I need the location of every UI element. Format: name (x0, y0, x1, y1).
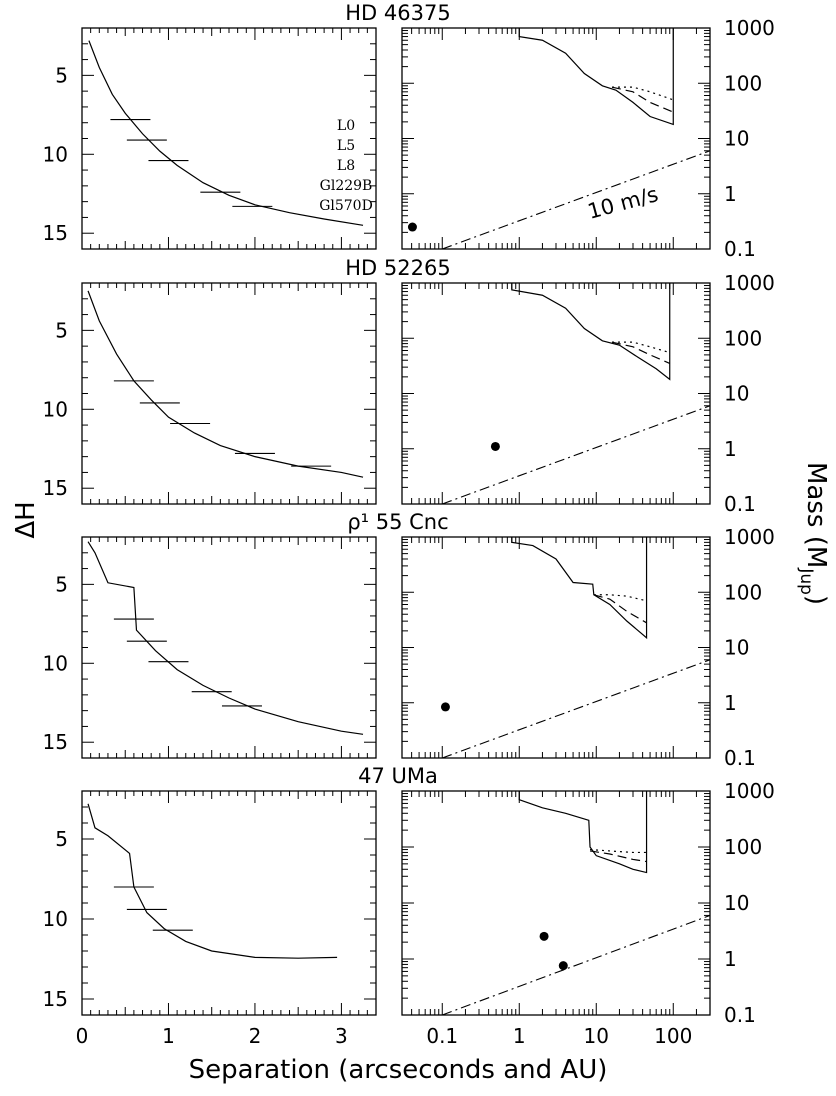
right-panel-frame-1 (401, 27, 711, 250)
right-y-tick-label: 1 (724, 691, 737, 715)
left-y-tick-label: 15 (43, 987, 68, 1011)
left-panel-frame-4 (81, 790, 377, 1016)
panel-title-3: ρ¹ 55 Cnc (347, 510, 448, 534)
right-y-tick-label: 100 (724, 835, 762, 859)
left-panel-frame-1 (81, 27, 377, 250)
right-panel-frame-4 (401, 790, 711, 1016)
mass-label-subscript: Jup (796, 567, 816, 595)
mass-limit-dashed-4 (589, 850, 647, 863)
contrast-curve-1 (88, 40, 364, 226)
spectral-type-label-gl229b: Gl229B (320, 178, 373, 194)
right-y-tick-label: 1 (724, 947, 737, 971)
left-x-tick-label: 2 (249, 1024, 262, 1048)
right-y-tick-label: 10 (724, 127, 749, 151)
spectral-type-label-gl570d: Gl570D (319, 198, 373, 214)
y-axis-label-mass: Mass (MJup) (796, 462, 831, 605)
mass-limit-solid-2 (511, 283, 671, 381)
right-y-tick-label: 0.1 (724, 746, 756, 770)
mass-limit-dashed-2 (611, 341, 670, 364)
right-y-tick-label: 1000 (724, 779, 775, 803)
left-y-tick-label: 10 (43, 142, 68, 166)
right-y-tick-label: 10 (724, 382, 749, 406)
left-y-tick-label: 15 (43, 221, 68, 245)
right-y-tick-label: 0.1 (724, 492, 756, 516)
right-y-tick-label: 100 (724, 71, 762, 95)
mass-limit-dashed-1 (611, 86, 674, 113)
left-x-tick-label: 1 (162, 1024, 175, 1048)
left-y-tick-label: 15 (43, 476, 68, 500)
right-y-tick-label: 1000 (724, 271, 775, 295)
rv-limit-line-2 (442, 405, 711, 505)
right-y-tick-label: 0.1 (724, 1003, 756, 1027)
right-x-tick-label: 100 (654, 1024, 692, 1048)
left-y-tick-label: 5 (55, 318, 68, 342)
left-x-tick-label: 3 (335, 1024, 348, 1048)
mass-label-close: ) (801, 595, 831, 605)
left-y-tick-label: 10 (43, 907, 68, 931)
right-y-tick-label: 0.1 (724, 237, 756, 261)
panel-title-1: HD 46375 (345, 1, 450, 25)
rv-limit-line-3 (442, 659, 711, 759)
left-y-tick-label: 15 (43, 730, 68, 754)
right-x-tick-label: 0.1 (426, 1024, 458, 1048)
contrast-curve-4 (87, 803, 338, 959)
mass-limit-dotted-3 (593, 594, 647, 602)
right-panel-frame-2 (401, 282, 711, 505)
right-x-tick-label: 10 (584, 1024, 609, 1048)
right-x-tick-label: 1 (513, 1024, 526, 1048)
planet-point-2-1 (490, 441, 500, 451)
right-y-tick-label: 1000 (724, 16, 775, 40)
planet-point-4-2 (558, 961, 568, 971)
mass-limit-dotted-2 (611, 341, 670, 354)
rv-limit-line-1 (442, 150, 711, 250)
left-y-tick-label: 10 (43, 397, 68, 421)
rv-limit-line-4 (442, 914, 711, 1016)
left-y-tick-label: 5 (55, 63, 68, 87)
panel-title-4: 47 UMa (358, 764, 438, 788)
mass-limit-dashed-3 (593, 594, 647, 624)
spectral-type-label-l8: L8 (337, 158, 355, 174)
panel-title-2: HD 52265 (345, 256, 450, 280)
right-y-tick-label: 1 (724, 182, 737, 206)
mass-limit-solid-1 (518, 28, 674, 126)
mass-limit-solid-4 (518, 791, 648, 874)
mass-limit-solid-3 (511, 537, 648, 640)
planet-point-1-1 (407, 222, 417, 232)
spectral-type-label-l5: L5 (337, 138, 355, 154)
right-y-tick-label: 1000 (724, 525, 775, 549)
contrast-curve-3 (87, 541, 364, 735)
contrast-curve-2 (87, 290, 364, 478)
mass-label-main: Mass (M (801, 462, 831, 568)
mass-limit-dotted-4 (589, 848, 647, 854)
left-x-tick-label: 0 (76, 1024, 89, 1048)
right-panel-frame-3 (401, 536, 711, 759)
left-y-tick-label: 5 (55, 827, 68, 851)
left-panel-frame-3 (81, 536, 377, 759)
y-axis-label-delta-h: ΔH (11, 501, 41, 538)
right-y-tick-label: 100 (724, 326, 762, 350)
right-y-tick-label: 1 (724, 437, 737, 461)
x-axis-label-separation: Separation (arcseconds and AU) (189, 1055, 608, 1085)
planet-point-4-1 (539, 931, 549, 941)
planet-point-3-1 (440, 702, 450, 712)
spectral-type-label-l0: L0 (337, 118, 355, 134)
right-y-tick-label: 100 (724, 580, 762, 604)
right-y-tick-label: 10 (724, 636, 749, 660)
rv-10ms-annotation: 10 m/s (585, 182, 661, 224)
left-y-tick-label: 5 (55, 572, 68, 596)
right-y-tick-label: 10 (724, 891, 749, 915)
left-y-tick-label: 10 (43, 651, 68, 675)
